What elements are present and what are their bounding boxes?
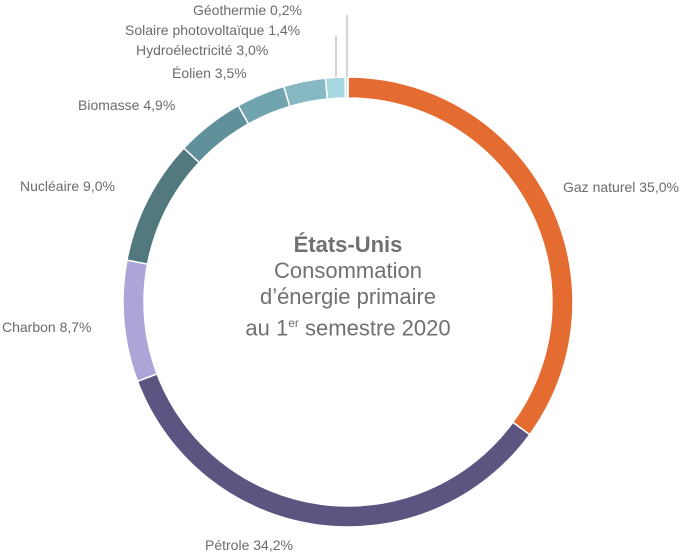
- slice-3: [126, 147, 201, 265]
- slice-label-nucleaire: Nucléaire 9,0%: [20, 178, 115, 194]
- slice-label-biomasse: Biomasse 4,9%: [78, 97, 176, 113]
- slice-label-gaz: Gaz naturel 35,0%: [563, 179, 679, 195]
- chart-center-text: États-Unis Consommation d’énergie primai…: [198, 232, 498, 341]
- slice-label-charbon: Charbon 8,7%: [2, 319, 92, 335]
- slice-8: [344, 76, 349, 99]
- slice-label-petrole: Pétrole 34,2%: [205, 537, 293, 553]
- slice-5: [237, 85, 291, 125]
- slice-label-solaire: Solaire photovoltaïque 1,4%: [125, 22, 301, 38]
- chart-subtitle-2: d’énergie primaire: [259, 284, 437, 309]
- slice-2: [122, 259, 159, 383]
- slice-label-eolien: Éolien 3,5%: [172, 65, 247, 81]
- slice-6: [282, 77, 329, 108]
- subtitle-sup: er: [288, 316, 299, 330]
- slice-label-geothermie: Géothermie 0,2%: [193, 2, 302, 18]
- chart-title: États-Unis: [293, 232, 403, 257]
- chart-subtitle-3: au 1er semestre 2020: [198, 310, 498, 341]
- slice-4: [182, 104, 250, 164]
- chart-subtitle-1: Consommation: [274, 258, 422, 283]
- slice-1: [136, 372, 531, 528]
- slice-label-hydro: Hydroélectricité 3,0%: [136, 42, 269, 58]
- subtitle-part: semestre 2020: [298, 315, 451, 341]
- subtitle-part: au 1: [245, 315, 289, 341]
- slice-7: [324, 76, 347, 100]
